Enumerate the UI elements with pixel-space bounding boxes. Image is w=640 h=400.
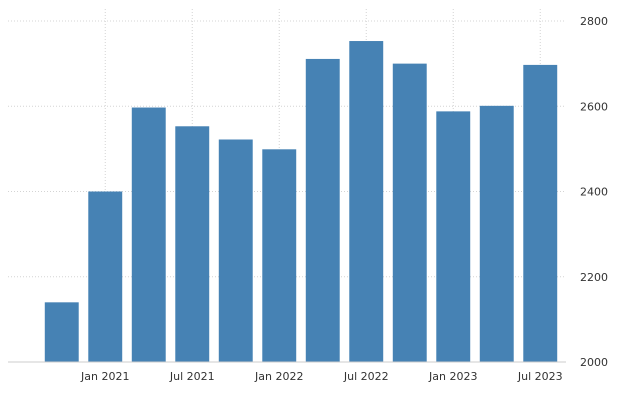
bar [88, 191, 123, 362]
bar [392, 63, 427, 362]
bar [479, 105, 514, 362]
bar [218, 139, 253, 362]
axis-layer: 2000 2200 2400 2600 2800 Jan 2021 Jul 2021 Jan … [8, 15, 608, 383]
x-tick-label: Jan 2023 [428, 370, 477, 383]
x-tick-label: Jan 2022 [254, 370, 303, 383]
bar [262, 149, 297, 362]
x-tick-label: Jul 2021 [169, 370, 215, 383]
bar [523, 64, 558, 362]
bar [175, 126, 210, 362]
bar [305, 58, 340, 362]
bar [131, 107, 166, 362]
bar [349, 41, 384, 362]
y-tick-label: 2400 [580, 186, 608, 199]
x-tick-label: Jul 2022 [343, 370, 389, 383]
x-tick-label: Jul 2023 [517, 370, 563, 383]
bar-layer [44, 41, 558, 363]
bar [436, 111, 471, 363]
bar [44, 302, 79, 362]
y-tick-label: 2200 [580, 271, 608, 284]
x-tick-label: Jan 2021 [80, 370, 129, 383]
y-tick-label: 2800 [580, 15, 608, 28]
y-tick-label: 2000 [580, 356, 608, 369]
y-tick-label: 2600 [580, 100, 608, 113]
